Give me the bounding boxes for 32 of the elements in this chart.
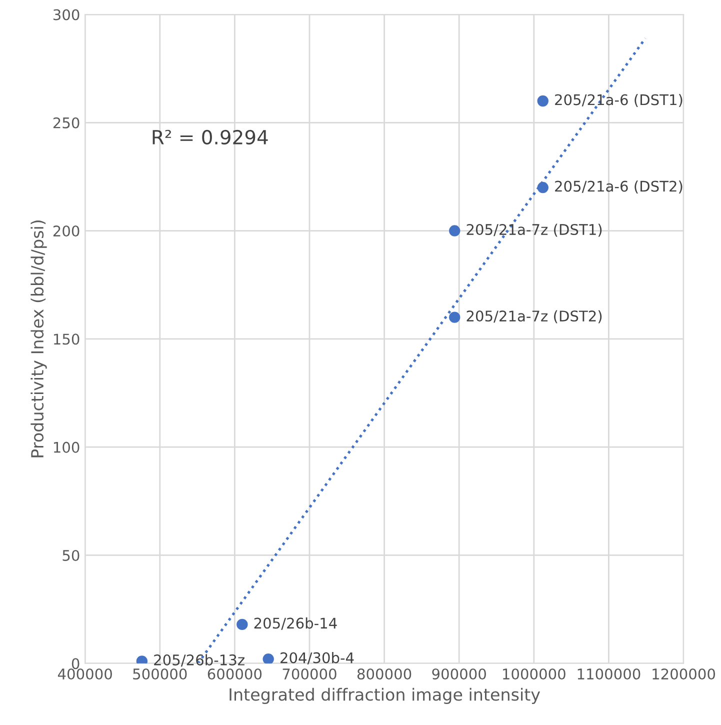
x-tick-label: 1000000 [503, 668, 566, 680]
point [236, 618, 248, 630]
y-tick-label: 0 [72, 658, 80, 670]
x-tick-label: 800000 [357, 668, 412, 680]
annotation: 205/26b-14 [254, 617, 337, 630]
x-axis-title: Integrated diffraction image intensity [230, 688, 540, 704]
y-tick-label: 50 [62, 550, 80, 561]
x-tick-label: 900000 [432, 668, 486, 680]
point [449, 225, 460, 236]
annotation: 205/21a-7z (DST2) [466, 310, 602, 324]
x-tick-label: 1100000 [578, 668, 640, 680]
point [537, 95, 548, 107]
point [537, 182, 548, 194]
annotation: 205/21a-6 (DST2) [555, 180, 682, 194]
point [262, 653, 274, 664]
x-tick-label: 400000 [58, 668, 112, 680]
x-tick-label: 500000 [133, 668, 187, 680]
y-tick-label: 300 [53, 9, 80, 20]
y-tick-label: 100 [54, 442, 80, 453]
x-tick-label: 1200000 [652, 668, 716, 680]
y-tick-label: 200 [53, 226, 80, 237]
point [449, 312, 460, 323]
annotation: 205/26b-13z [154, 654, 244, 667]
x-tick-label: 700000 [282, 668, 336, 680]
annotation: 205/21a-7z (DST1) [466, 224, 602, 237]
annotation: 205/21a-6 (DST1) [555, 94, 682, 107]
y-tick-label: 150 [54, 334, 80, 345]
y-axis-title: Productivity Index (bbl/d/psi) [30, 220, 47, 458]
annotation: 204/30b-4 [280, 652, 354, 664]
annotation: R² = 0.9294 [152, 130, 268, 145]
x-tick-label: 600000 [208, 668, 262, 680]
y-tick-label: 250 [53, 117, 80, 128]
